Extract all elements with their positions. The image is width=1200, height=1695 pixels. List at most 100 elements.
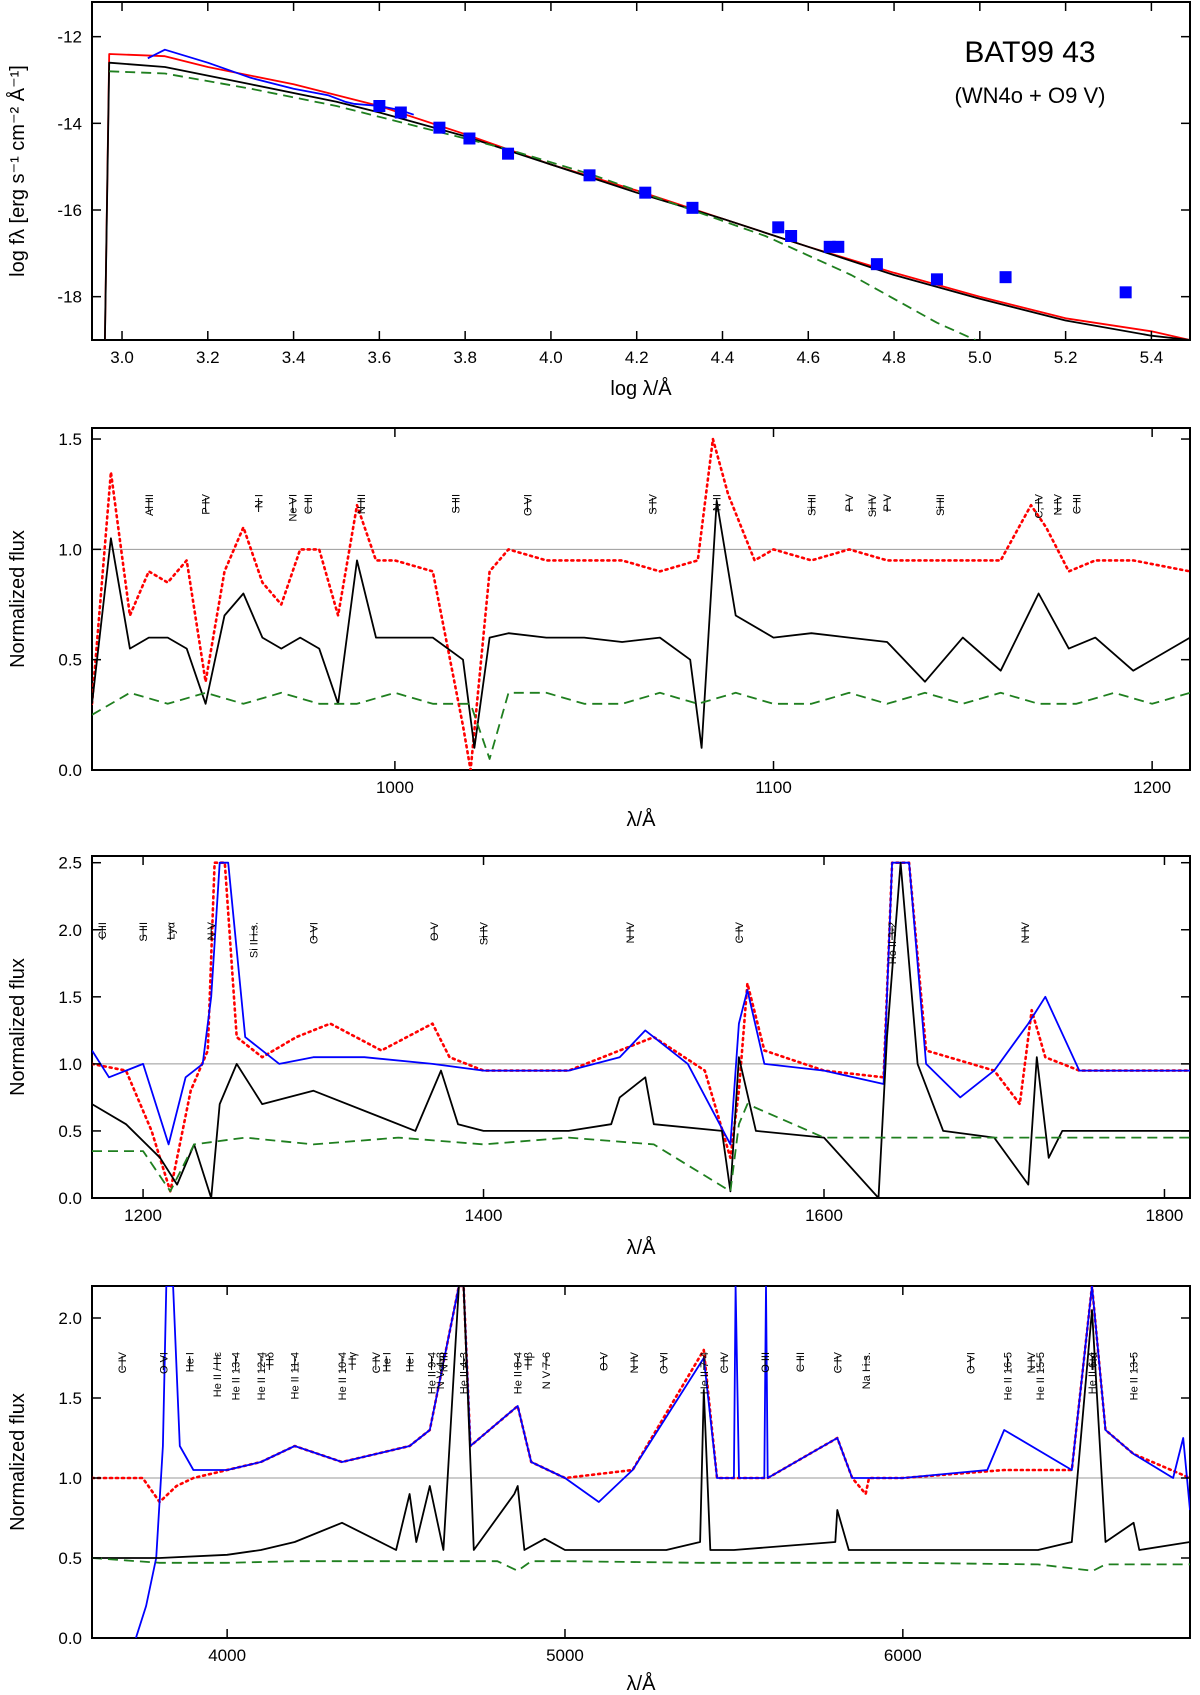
sed-y-tick-label: -12 xyxy=(57,28,82,47)
optical-line-id-label: He II 4-3 xyxy=(459,1352,471,1394)
optical-line-id-label: He II 12-4 xyxy=(256,1352,268,1400)
photometry-point xyxy=(785,230,798,242)
far-uv-x-axis-label: λ/Å xyxy=(627,808,657,831)
uv-y-tick-label: 0.0 xyxy=(58,1189,82,1208)
optical-line-id-label: He I xyxy=(381,1352,393,1372)
photometry-point xyxy=(832,240,845,253)
optical-y-tick-label: 2.0 xyxy=(58,1309,82,1328)
optical-line-id-label: He II 13-4 xyxy=(231,1352,243,1400)
optical-panel: λ/Å Normalized flux 4000 5000 6000 0.0 0.5 1.… xyxy=(7,1285,1191,1695)
optical-x-tick-label: 4000 xyxy=(208,1646,246,1665)
sed-series-observed-spectrum xyxy=(147,48,414,116)
uv-line-id-label: C IV xyxy=(734,921,746,943)
optical-line-id-label: Na I i.s. xyxy=(861,1352,873,1389)
uv-y-tick-label: 0.5 xyxy=(58,1122,82,1141)
uv-line-id-label: O V xyxy=(429,921,441,941)
far-uv-series-wn4o-model xyxy=(92,499,1190,749)
uv-y-axis-label: Normalized flux xyxy=(7,958,29,1096)
optical-line-id-label: He II 13-5 xyxy=(1129,1352,1141,1400)
sed-y-tick-label: -18 xyxy=(57,288,82,307)
optical-line-id-label: N IV xyxy=(629,1351,641,1373)
sed-x-tick-label: 3.0 xyxy=(110,348,134,367)
uv-series-o9-v-model xyxy=(92,1103,1190,1193)
sed-x-tick-label: 5.4 xyxy=(1140,348,1164,367)
optical-plot-frame xyxy=(91,1285,1191,1639)
photometry-point xyxy=(870,258,883,271)
optical-line-id-label: Hγ xyxy=(347,1352,359,1366)
uv-line-id-label: CIII xyxy=(97,922,109,939)
optical-line-id-label: He I xyxy=(405,1352,417,1372)
sed-plot-frame xyxy=(91,1,1191,341)
sed-x-tick-label: 3.4 xyxy=(282,348,306,367)
uv-line-id-label: Si II i.s. xyxy=(249,922,261,958)
photometry-point xyxy=(930,273,943,286)
optical-series-observed-spectrum xyxy=(135,1286,1190,1638)
sed-x-tick-label: 3.8 xyxy=(453,348,477,367)
sed-panel: BAT99 43 (WN4o + O9 V) log λ/Å log fλ [e… xyxy=(6,1,1191,400)
far-uv-line-id-label: N IV xyxy=(1052,493,1064,515)
photometry-point xyxy=(772,221,785,234)
optical-line-id-label: C IV xyxy=(832,1351,844,1373)
sed-x-tick-label: 5.2 xyxy=(1054,348,1078,367)
optical-line-id-label: He II / Hε xyxy=(212,1352,224,1397)
sed-series-o9-v-model xyxy=(109,70,976,340)
far-uv-y-tick-label: 0.5 xyxy=(58,651,82,670)
sed-x-axis-label: log λ/Å xyxy=(610,377,672,400)
optical-line-id-label: Hδ xyxy=(264,1352,276,1366)
optical-line-id-label: He I xyxy=(185,1352,197,1372)
uv-x-tick-label: 1800 xyxy=(1146,1206,1184,1225)
far-uv-line-id-label: N I xyxy=(254,494,266,508)
optical-line-id-label: C IV xyxy=(117,1351,129,1373)
optical-line-id-label: Hα xyxy=(1088,1351,1100,1366)
optical-series-o9-v-model xyxy=(92,1557,1190,1572)
uv-line-id-label: Lyα xyxy=(165,921,177,939)
sed-x-tick-label: 3.6 xyxy=(368,348,392,367)
sed-x-tick-label: 4.2 xyxy=(625,348,649,367)
optical-line-id-label: He II 11-4 xyxy=(290,1352,302,1400)
photometry-point xyxy=(502,147,515,160)
photometry-point xyxy=(686,201,699,214)
uv-y-tick-label: 1.5 xyxy=(58,988,82,1007)
far-uv-line-id-label: O VI xyxy=(522,494,534,516)
sed-x-tick-label: 4.8 xyxy=(882,348,906,367)
optical-line-id-label: He II 15-5 xyxy=(1035,1352,1047,1400)
far-uv-line-id-label: S III xyxy=(450,494,462,514)
sed-x-tick-label: 3.2 xyxy=(196,348,220,367)
optical-series-wn4o-model xyxy=(92,1286,1190,1559)
far-uv-series-composite-model xyxy=(92,437,1190,770)
chart-title: BAT99 43 xyxy=(964,36,1095,69)
optical-x-tick-label: 5000 xyxy=(546,1646,584,1665)
far-uv-line-id-label: P V xyxy=(882,493,894,511)
uv-plot-frame xyxy=(91,855,1191,1199)
far-uv-x-tick-label: 1200 xyxy=(1133,778,1171,797)
sed-x-tick-label: 5.0 xyxy=(968,348,992,367)
far-uv-panel: λ/Å Normalized flux 1000 1100 1200 0.0 0.5 1.… xyxy=(7,427,1191,831)
photometry-point xyxy=(583,169,596,182)
far-uv-plot-frame xyxy=(91,427,1191,771)
optical-line-id-label: C IV xyxy=(371,1351,383,1373)
optical-y-tick-label: 1.0 xyxy=(58,1469,82,1488)
optical-y-tick-label: 0.0 xyxy=(58,1629,82,1648)
far-uv-line-id-label: Ne VI xyxy=(288,494,300,522)
optical-line-id-label: He II 9-4 xyxy=(427,1352,439,1394)
uv-line-id-label: S III xyxy=(138,922,150,942)
uv-x-tick-label: 1200 xyxy=(124,1206,162,1225)
optical-line-id-label: He II 6-4 xyxy=(1087,1352,1099,1394)
far-uv-line-id-label: C III xyxy=(1071,494,1083,514)
far-uv-y-tick-label: 1.5 xyxy=(58,430,82,449)
photometry-point xyxy=(999,271,1012,284)
uv-x-tick-label: 1400 xyxy=(465,1206,503,1225)
far-uv-line-id-label: C, IV xyxy=(1034,493,1046,518)
photometry-point xyxy=(433,121,446,134)
photometry-point xyxy=(463,132,476,145)
optical-line-id-label: C III xyxy=(795,1352,807,1372)
optical-y-axis-label: Normalized flux xyxy=(7,1393,29,1531)
far-uv-line-id-label: S IV xyxy=(647,493,659,514)
optical-line-id-label: He II 8-4 xyxy=(513,1352,525,1394)
far-uv-line-id-label: C III xyxy=(303,494,315,514)
optical-line-id-label: O VI xyxy=(158,1352,170,1374)
far-uv-line-id-label: Si IV xyxy=(867,493,879,517)
chart-subtitle: (WN4o + O9 V) xyxy=(955,83,1106,108)
optical-x-axis-label: λ/Å xyxy=(627,1672,657,1695)
